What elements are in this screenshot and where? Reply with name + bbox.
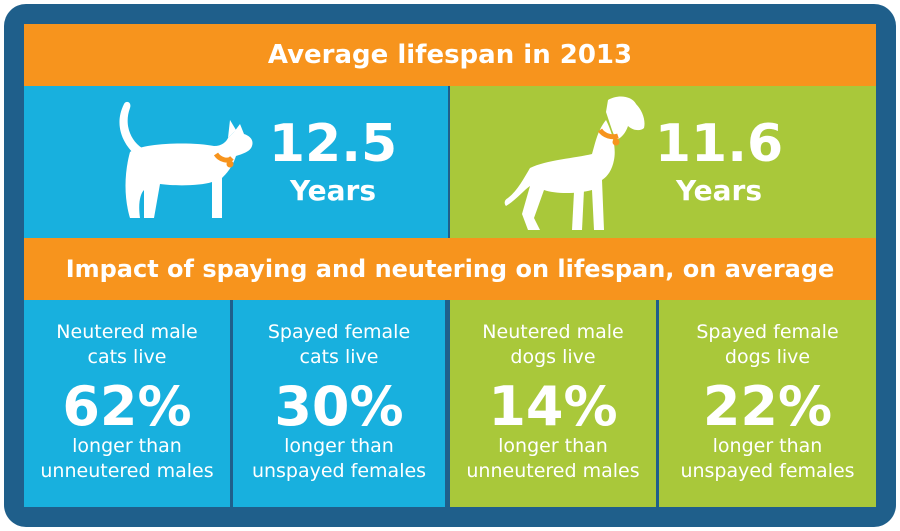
stat-percent: 30% [274,375,404,438]
impact-header: Impact of spaying and neutering on lifes… [24,238,876,300]
dog-icon [504,96,645,230]
stat-label-line2: dogs live [724,346,811,368]
stat-sub-line2: unspayed females [680,460,855,482]
dog-lifespan-value: 11.6 [654,114,784,174]
stat-sub-line2: unspayed females [251,460,427,482]
lifespan-header: Average lifespan in 2013 [24,24,876,86]
stat-label-line1: Spayed female [696,321,839,343]
cat-lifespan-panel: 12.5 Years [24,86,448,238]
cat-icon [119,101,253,218]
stat-sub-line2: unneutered males [40,460,214,482]
stat-sub-line2: unneutered males [466,460,640,482]
stat-label-line1: Spayed female [267,321,411,343]
stat-cell-neutered-cats: Neutered male cats live 62% longer than … [24,300,230,507]
dog-lifespan-unit: Years [675,174,763,207]
lifespan-title: Average lifespan in 2013 [267,40,633,70]
cat-lifespan-value: 12.5 [268,114,398,174]
stat-sub-line1: longer than [712,435,823,457]
stat-cell-spayed-dogs: Spayed female dogs live 22% longer than … [659,300,876,507]
stat-cell-spayed-cats: Spayed female cats live 30% longer than … [233,300,445,507]
dog-lifespan-panel: 11.6 Years [450,86,876,238]
stat-sub-line1: longer than [284,435,394,457]
stat-sub-line1: longer than [72,435,182,457]
stat-cell-neutered-dogs: Neutered male dogs live 14% longer than … [450,300,656,507]
cat-lifespan-unit: Years [289,174,377,207]
stat-label-line2: dogs live [510,346,596,368]
stat-label-line1: Neutered male [56,321,198,343]
impact-title: Impact of spaying and neutering on lifes… [65,255,835,283]
stat-percent: 22% [702,375,833,438]
stat-label-line2: cats live [299,346,379,368]
stat-label-line1: Neutered male [482,321,624,343]
stat-sub-line1: longer than [498,435,608,457]
stat-percent: 14% [488,375,618,438]
stat-percent: 62% [62,375,192,438]
stat-label-line2: cats live [87,346,167,368]
